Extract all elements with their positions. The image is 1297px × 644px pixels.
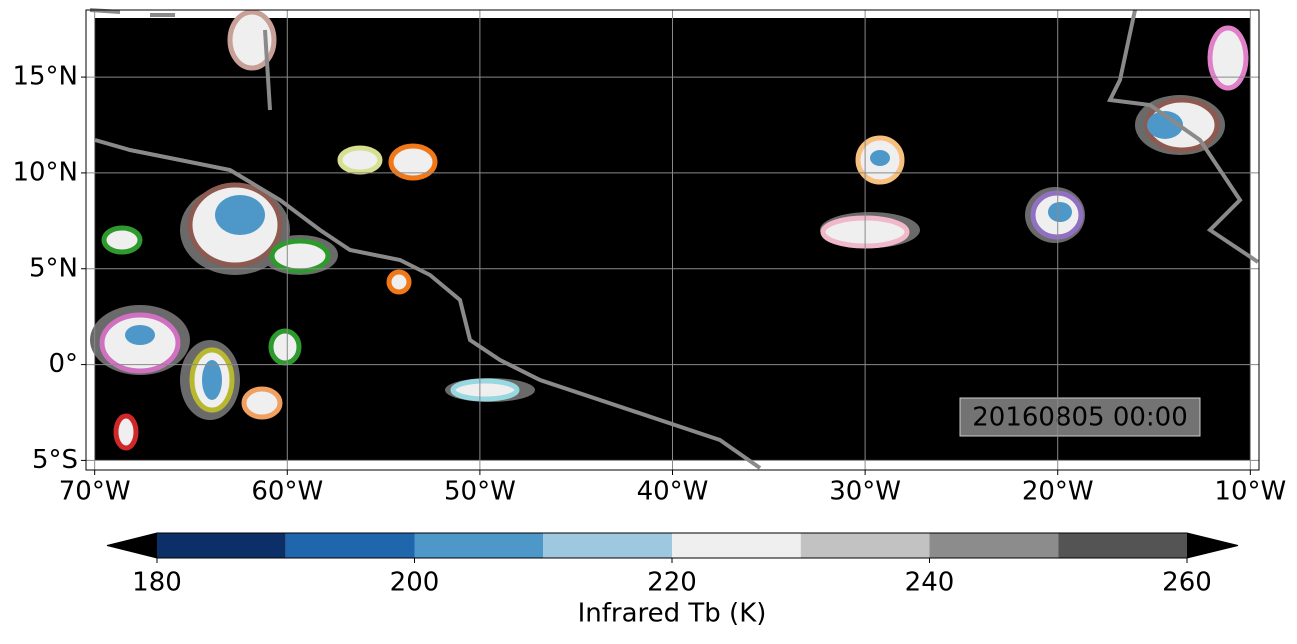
- coastlines: [89, 8, 1260, 470]
- x-tick-label: 40°W: [637, 477, 709, 507]
- x-tick-label: 60°W: [251, 477, 323, 507]
- colorbar-bin: [414, 533, 544, 558]
- x-tick-label: 10°W: [1214, 477, 1286, 507]
- colorbar-label: Infrared Tb (K): [578, 599, 767, 629]
- colorbar-bin: [672, 533, 801, 558]
- x-tick-label: 20°W: [1022, 477, 1094, 507]
- y-tick-label: 15°N: [12, 62, 78, 92]
- x-tick-label: 70°W: [59, 477, 131, 507]
- y-tick-label: 0°: [48, 349, 78, 379]
- colorbar-bin: [543, 533, 672, 558]
- x-tick-label: 30°W: [829, 477, 901, 507]
- colorbar-tick-label: 260: [1162, 568, 1212, 598]
- colorbar-extend-over: [1187, 533, 1238, 558]
- colorbar-bin: [157, 533, 286, 558]
- colorbar-bin: [800, 533, 930, 558]
- y-tick-label: 5°N: [29, 253, 78, 283]
- map-frame: [85, 9, 1260, 471]
- colorbar-extend-under: [107, 533, 157, 558]
- y-tick-label: 5°S: [32, 445, 78, 475]
- colorbar-bin: [929, 533, 1059, 558]
- timestamp-box: [959, 397, 1201, 437]
- colorbar-tick-label: 200: [390, 568, 440, 598]
- y-tick-label: 10°N: [12, 157, 78, 187]
- x-tick-label: 50°W: [444, 477, 516, 507]
- colorbar-bin: [285, 533, 415, 558]
- colorbar-tick-label: 180: [132, 568, 182, 598]
- colorbar-tick-label: 220: [647, 568, 697, 598]
- colorbar-bin: [1058, 533, 1187, 558]
- timestamp: 20160805 00:00: [972, 403, 1188, 433]
- colorbar-tick-label: 240: [905, 568, 955, 598]
